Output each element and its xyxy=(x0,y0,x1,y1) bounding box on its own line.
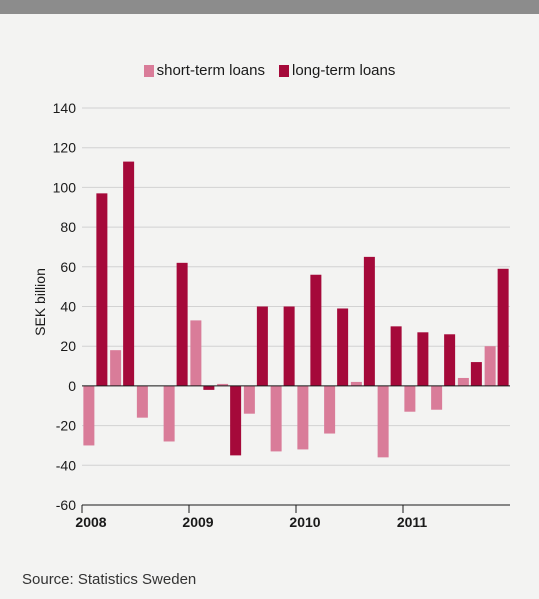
bar-long-term-2010Q3 xyxy=(363,256,375,386)
bar-long-term-2009Q2 xyxy=(230,385,242,456)
y-tick-label: 120 xyxy=(53,140,77,156)
bar-long-term-2008Q1 xyxy=(96,193,108,386)
bar-short-term-2010Q1 xyxy=(297,385,309,450)
y-tick-label: -60 xyxy=(56,497,76,513)
bar-short-term-2011Q4 xyxy=(484,346,496,386)
legend-label-short-term: short-term loans xyxy=(156,62,265,79)
bar-long-term-2009Q4 xyxy=(283,306,295,386)
bar-short-term-2011Q1 xyxy=(404,385,416,412)
x-tick-label: 2010 xyxy=(289,514,320,530)
bar-long-term-2009Q1 xyxy=(203,385,215,390)
bar-long-term-2011Q4 xyxy=(497,268,509,386)
bar-short-term-2008Q3 xyxy=(136,385,148,418)
bar-short-term-2009Q3 xyxy=(243,385,255,414)
x-tick-label: 2011 xyxy=(397,514,428,530)
bar-short-term-2010Q4 xyxy=(377,385,389,458)
bar-short-term-2010Q3 xyxy=(350,381,362,386)
bar-short-term-2008Q2 xyxy=(110,350,122,386)
bar-short-term-2008Q1 xyxy=(83,385,95,446)
y-tick-label: 100 xyxy=(53,179,77,195)
bar-short-term-2009Q2 xyxy=(217,383,229,386)
bar-long-term-2009Q3 xyxy=(256,306,268,386)
bar-long-term-2010Q4 xyxy=(390,326,402,386)
bar-long-term-2008Q4 xyxy=(176,262,188,386)
y-tick-label: -40 xyxy=(56,457,76,473)
y-tick-label: 20 xyxy=(60,338,76,354)
source-note: Source: Statistics Sweden xyxy=(22,571,197,588)
bar-short-term-2009Q1 xyxy=(190,320,202,386)
x-tick-label: 2009 xyxy=(182,514,213,530)
legend-item-long-term: long-term loans xyxy=(278,62,396,79)
legend-label-long-term: long-term loans xyxy=(291,62,396,79)
legend-swatch-short-term xyxy=(143,64,154,77)
bar-short-term-2009Q4 xyxy=(270,385,282,452)
bar-long-term-2011Q1 xyxy=(417,332,429,386)
legend-item-short-term: short-term loans xyxy=(143,62,265,79)
top-band xyxy=(0,0,539,14)
y-tick-label: 40 xyxy=(60,299,76,315)
bar-long-term-2008Q2 xyxy=(123,161,135,386)
x-tick-label: 2008 xyxy=(75,514,106,530)
bar-short-term-2011Q2 xyxy=(431,385,443,410)
bar-long-term-2010Q1 xyxy=(310,274,322,386)
y-tick-label: 140 xyxy=(53,100,77,116)
bar-short-term-2010Q2 xyxy=(324,385,336,434)
bar-long-term-2011Q2 xyxy=(444,334,456,386)
bar-short-term-2008Q4 xyxy=(163,385,175,442)
legend: short-term loans long-term loans xyxy=(0,62,539,79)
y-tick-label: 60 xyxy=(60,259,76,275)
y-tick-label: -20 xyxy=(56,418,76,434)
y-tick-label: 0 xyxy=(68,378,76,394)
bar-long-term-2010Q2 xyxy=(337,308,349,386)
legend-swatch-long-term xyxy=(278,64,289,77)
bar-short-term-2011Q3 xyxy=(457,377,469,386)
y-tick-label: 80 xyxy=(60,219,76,235)
bar-long-term-2011Q3 xyxy=(470,362,482,386)
